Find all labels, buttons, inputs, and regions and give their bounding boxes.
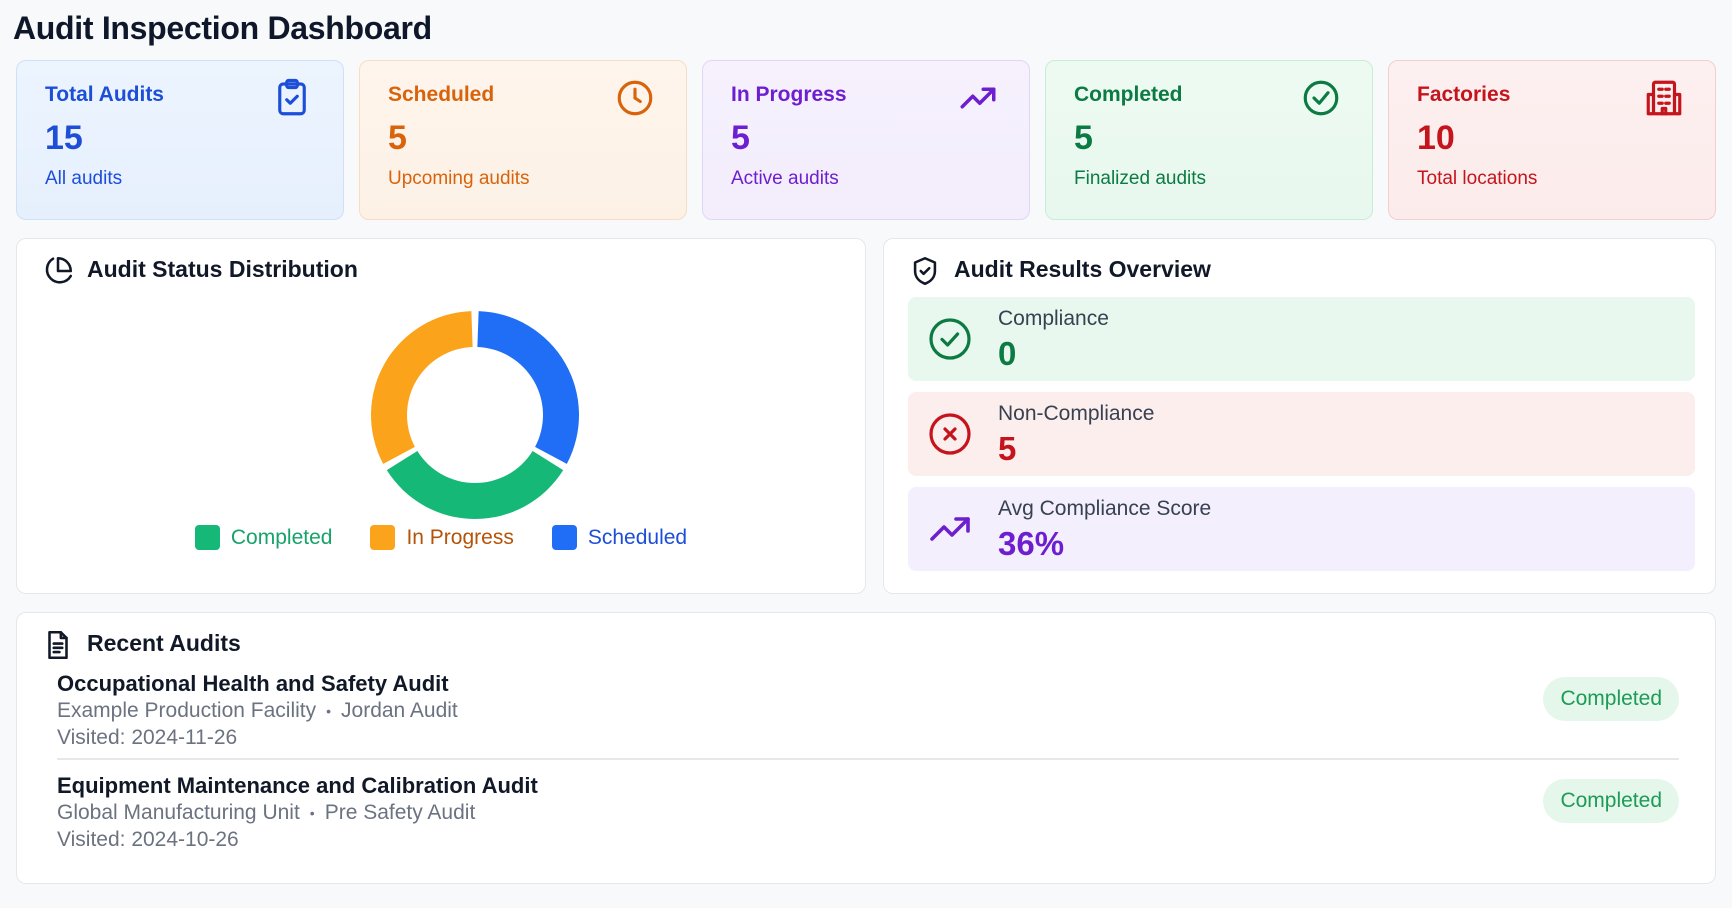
audit-list-item[interactable]: Occupational Health and Safety Audit Exa… (57, 671, 1679, 771)
stat-value: 10 (1417, 119, 1455, 157)
stat-title: In Progress (731, 83, 847, 106)
stat-card-completed[interactable]: Completed 5 Finalized audits (1045, 60, 1373, 220)
stat-value: 15 (45, 119, 83, 157)
stat-subtitle: Active audits (731, 168, 839, 189)
result-label: Compliance (998, 307, 1109, 330)
stat-title: Scheduled (388, 83, 495, 106)
result-row-compliance[interactable]: Compliance 0 (908, 297, 1695, 381)
result-label: Avg Compliance Score (998, 497, 1212, 520)
legend-label: Completed (230, 525, 333, 549)
audit-meta: Example Production Facility • Jordan Aud… (57, 699, 458, 723)
list-divider (57, 758, 1679, 760)
stat-card-total-audits[interactable]: Total Audits 15 All audits (16, 60, 344, 220)
x-circle-icon (929, 413, 971, 455)
panel-title: Audit Status Distribution (87, 256, 358, 282)
audit-facility: Global Manufacturing Unit (57, 801, 300, 824)
result-row-non-compliance[interactable]: Non-Compliance 5 (908, 392, 1695, 476)
legend-swatch (551, 525, 577, 550)
panel-title: Recent Audits (87, 630, 241, 656)
stat-subtitle: Finalized audits (1074, 168, 1207, 189)
legend-swatch (194, 525, 220, 550)
page-title: Audit Inspection Dashboard (13, 10, 432, 46)
donut-slice-scheduled[interactable] (477, 311, 579, 464)
stat-subtitle: All audits (45, 168, 123, 189)
legend-label: Scheduled (587, 525, 688, 549)
stat-subtitle: Upcoming audits (388, 168, 530, 189)
stat-cards: Total Audits 15 All audits Scheduled 5 U… (16, 60, 1716, 220)
result-row-avg-score[interactable]: Avg Compliance Score 36% (908, 487, 1695, 571)
legend-label: In Progress (406, 525, 514, 549)
audit-status-distribution-panel: Audit Status Distribution Completed In P… (16, 238, 866, 594)
audit-auditor: Jordan Audit (341, 699, 458, 722)
donut-chart (371, 311, 579, 519)
stat-subtitle: Total locations (1417, 168, 1538, 189)
stat-card-factories[interactable]: Factories 10 Total locations (1388, 60, 1716, 220)
audit-title: Equipment Maintenance and Calibration Au… (57, 773, 538, 798)
result-value: 36% (998, 525, 1065, 562)
audit-results-overview-panel: Audit Results Overview Compliance 0 Non-… (883, 238, 1716, 594)
stat-value: 5 (388, 119, 407, 157)
status-badge: Completed (1543, 677, 1679, 721)
document-icon (48, 630, 68, 660)
result-label: Non-Compliance (998, 402, 1155, 425)
stat-card-scheduled[interactable]: Scheduled 5 Upcoming audits (359, 60, 687, 220)
recent-audits-panel: Recent Audits Occupational Health and Sa… (16, 612, 1716, 884)
result-value: 0 (998, 335, 1017, 372)
legend-swatch (370, 525, 396, 550)
stat-title: Completed (1074, 83, 1183, 106)
audit-list-item[interactable]: Equipment Maintenance and Calibration Au… (57, 773, 1679, 873)
stat-title: Factories (1417, 83, 1511, 106)
audit-visited-date: Visited: 2024-11-26 (57, 726, 238, 749)
meta-separator: • (326, 703, 332, 719)
audit-auditor: Pre Safety Audit (324, 801, 476, 824)
stat-title: Total Audits (45, 83, 164, 106)
stat-value: 5 (731, 119, 750, 157)
check-circle-icon (929, 318, 971, 360)
audit-facility: Example Production Facility (57, 699, 317, 722)
stat-card-in-progress[interactable]: In Progress 5 Active audits (702, 60, 1030, 220)
meta-separator: • (309, 805, 315, 821)
clock-icon (617, 80, 653, 116)
status-badge: Completed (1543, 779, 1679, 823)
trending-up-icon (930, 517, 970, 541)
result-value: 5 (998, 430, 1017, 467)
panel-title: Audit Results Overview (954, 256, 1211, 282)
check-circle-icon (1303, 80, 1339, 116)
building-icon (1646, 80, 1682, 116)
legend-item-completed[interactable]: Completed (194, 525, 333, 550)
audit-title: Occupational Health and Safety Audit (57, 671, 449, 696)
audit-visited-date: Visited: 2024-10-26 (57, 828, 239, 851)
shield-check-icon (913, 256, 937, 286)
legend-item-in-progress[interactable]: In Progress (370, 525, 514, 550)
stat-value: 5 (1074, 119, 1093, 157)
pie-chart-icon (45, 256, 73, 284)
donut-slice-completed[interactable] (386, 451, 564, 519)
legend-item-scheduled[interactable]: Scheduled (551, 525, 688, 550)
audit-meta: Global Manufacturing Unit • Pre Safety A… (57, 801, 475, 825)
clipboard-check-icon (278, 78, 306, 116)
donut-slice-in-progress[interactable] (371, 311, 473, 464)
trending-up-icon (960, 87, 996, 109)
chart-legend: Completed In Progress Scheduled (17, 525, 865, 550)
